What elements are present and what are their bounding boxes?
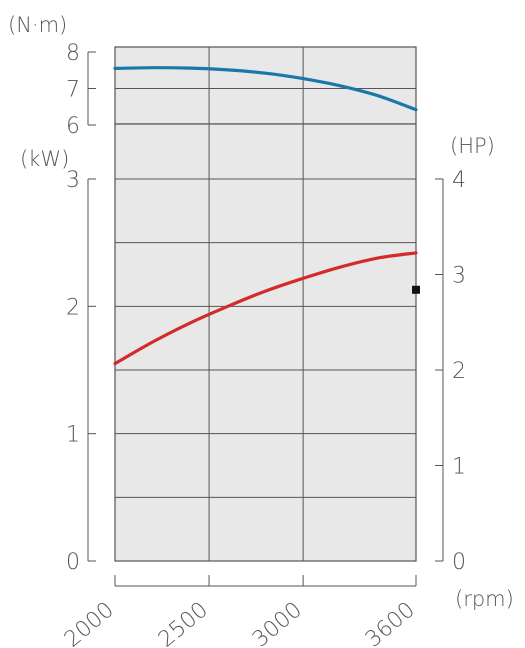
power-hp-tick-label: 4: [452, 168, 466, 193]
x-tick-label: 3600: [361, 597, 420, 648]
power-kw-axis-label: (kW): [20, 147, 69, 171]
power-kw-tick-label: 1: [66, 423, 80, 448]
power-hp-tick-label: 0: [452, 550, 466, 575]
power-plot-area: [114, 123, 417, 562]
torque-axis-label: (N·m): [8, 13, 67, 37]
x-tick-label: 2000: [60, 597, 119, 648]
power-kw-tick-label: 2: [66, 295, 80, 320]
edge-marker: [412, 285, 420, 294]
power-hp-axis-label: (HP): [450, 134, 495, 158]
power-kw-tick-label: 3: [66, 168, 80, 193]
torque-plot-area: [114, 46, 417, 125]
power-hp-tick-label: 1: [452, 455, 466, 480]
power-hp-tick-label: 3: [452, 264, 466, 289]
x-tick-label: 2500: [154, 597, 213, 648]
x-axis-label: (rpm): [455, 587, 514, 611]
x-tick-label: 3000: [248, 597, 307, 648]
grid-lines: [114, 47, 417, 561]
torque-tick-label: 7: [66, 78, 80, 103]
torque-tick-label: 8: [66, 41, 80, 66]
power-curve: [113, 251, 418, 366]
torque-tick-label: 6: [66, 114, 80, 139]
torque-curve: [113, 66, 418, 112]
power-kw-tick-label: 0: [66, 550, 80, 575]
power-hp-tick-label: 2: [452, 359, 466, 384]
series-lines: [113, 66, 420, 366]
